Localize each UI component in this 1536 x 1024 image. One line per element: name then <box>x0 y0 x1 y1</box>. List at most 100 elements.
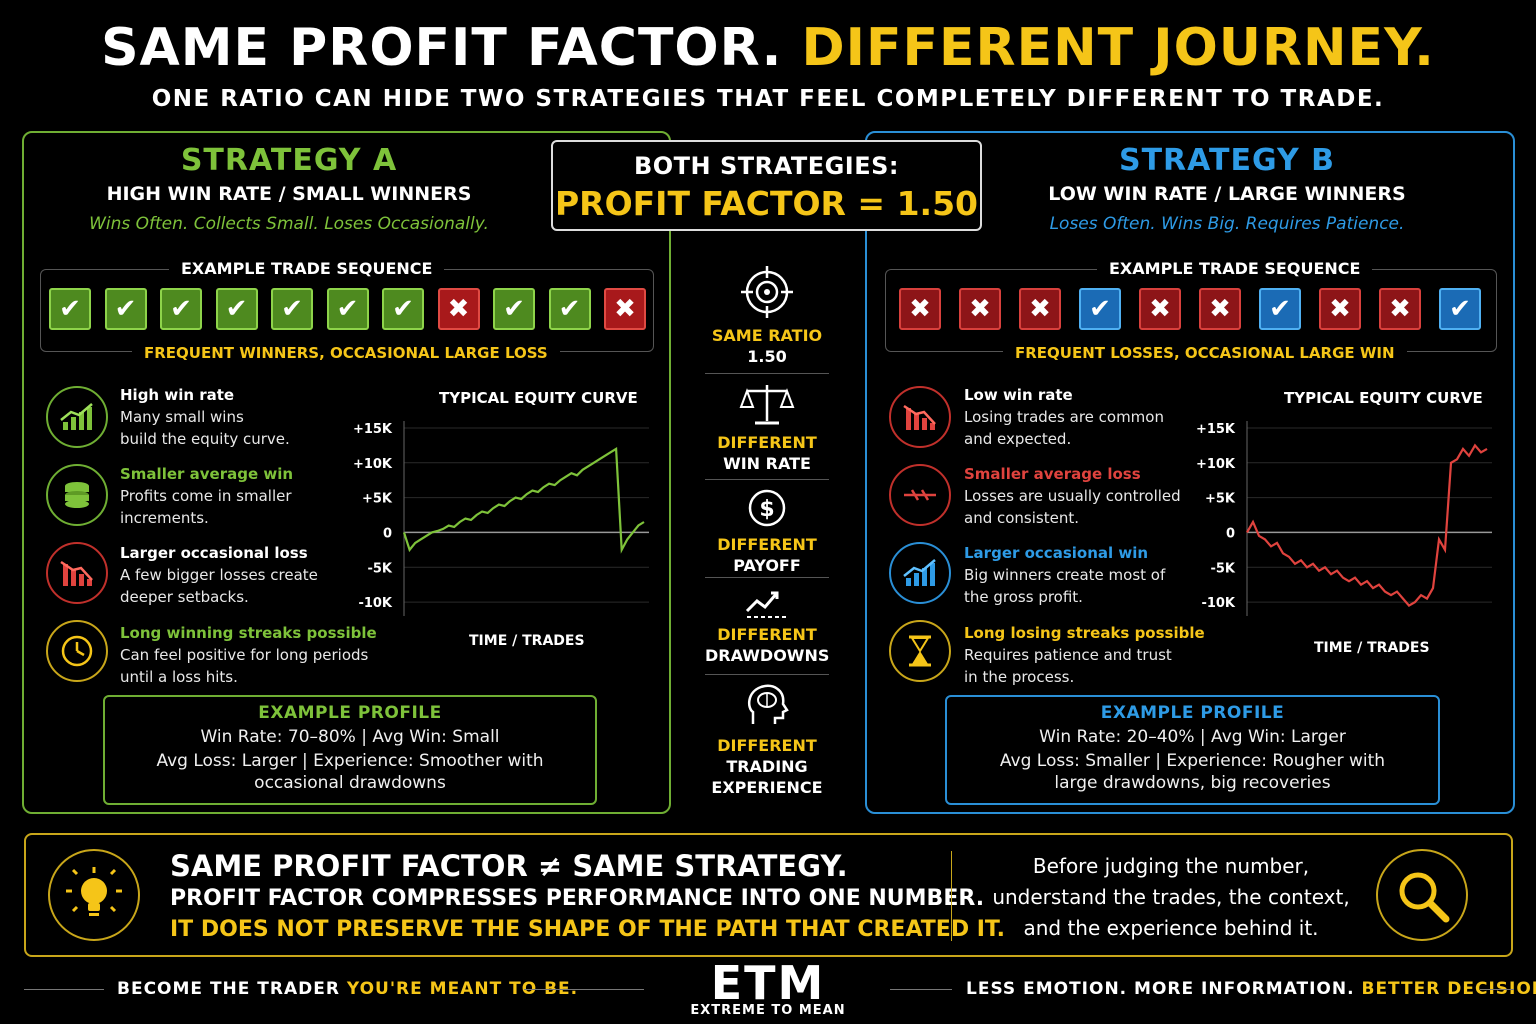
center-label-1: DIFFERENT <box>717 625 817 644</box>
feature-line: and expected. <box>964 430 1072 448</box>
loss-x-icon: ✖ <box>604 288 646 330</box>
footer-right-white: LESS EMOTION. MORE INFORMATION. <box>966 979 1362 999</box>
center-label-1: DIFFERENT <box>717 535 817 554</box>
y-tick-label: +15K <box>1196 422 1236 437</box>
win-check-icon: ✔ <box>1439 288 1481 330</box>
conclusion-advice: Before judging the number, understand th… <box>976 851 1366 944</box>
profile-line-1: Win Rate: 70–80% | Avg Win: Small <box>200 727 500 747</box>
center-item-win-rate: DIFFERENT WIN RATE <box>705 381 829 473</box>
feature-line: Losing trades are common <box>964 408 1164 426</box>
feature-a-1-head: High win rate <box>120 386 235 404</box>
profile-title: EXAMPLE PROFILE <box>258 703 442 723</box>
feature-b-3-head: Larger occasional win <box>964 544 1149 562</box>
center-item-experience: DIFFERENT TRADING EXPERIENCE <box>705 682 829 797</box>
chart-b-xlabel: TIME / TRADES <box>1314 640 1430 656</box>
strategy-a-tagline: Wins Often. Collects Small. Loses Occasi… <box>89 214 489 234</box>
center-item-payoff: $ DIFFERENT PAYOFF <box>705 487 829 575</box>
strategy-b-subtitle: LOW WIN RATE / LARGE WINNERS <box>1048 183 1406 205</box>
center-label-2: DRAWDOWNS <box>705 646 830 665</box>
conclusion-line-2: PROFIT FACTOR COMPRESSES PERFORMANCE INT… <box>170 886 985 911</box>
page-title: SAME PROFIT FACTOR. DIFFERENT JOURNEY. <box>0 18 1536 78</box>
title-part-white: SAME PROFIT FACTOR. <box>101 18 783 78</box>
feature-b-2-head: Smaller average loss <box>964 465 1141 483</box>
drawdown-chart-icon <box>745 591 787 618</box>
feature-line: the gross profit. <box>964 588 1083 606</box>
advice-line: and the experience behind it. <box>1023 916 1319 940</box>
y-tick-label: +5K <box>362 492 393 507</box>
footer-right-yellow: BETTER DECISIONS. <box>1361 979 1536 999</box>
lightbulb-icon <box>48 849 140 941</box>
headline-right: SAME STRATEGY. <box>572 849 848 883</box>
strategy-a-panel: STRATEGY A HIGH WIN RATE / SMALL WINNERS… <box>22 131 671 814</box>
y-tick-label: -5K <box>367 561 392 576</box>
footer-slogan-right: LESS EMOTION. MORE INFORMATION. BETTER D… <box>966 979 1536 999</box>
brain-head-icon <box>747 684 789 724</box>
equity-chart-b: +15K +10K +5K 0 -5K -10K <box>1196 421 1492 616</box>
etm-logo: ETM <box>710 956 826 1010</box>
feature-line: increments. <box>120 509 209 527</box>
chart-b-title: TYPICAL EQUITY CURVE <box>1284 389 1483 407</box>
loss-x-icon: ✖ <box>1379 288 1421 330</box>
y-tick-label: 0 <box>1226 526 1235 541</box>
feature-line: Big winners create most of <box>964 566 1166 584</box>
center-label-2: PAYOFF <box>733 556 801 575</box>
not-equal-sign: ≠ <box>537 849 563 883</box>
divider <box>890 989 952 990</box>
strategy-a-profile: EXAMPLE PROFILE Win Rate: 70–80% | Avg W… <box>103 695 597 805</box>
y-tick-label: -10K <box>358 596 392 611</box>
center-item-same-ratio: SAME RATIO 1.50 <box>705 262 829 366</box>
strategy-b-title: STRATEGY B <box>1118 143 1335 178</box>
profile-line-1: Win Rate: 20–40% | Avg Win: Larger <box>1039 727 1346 747</box>
profile-title: EXAMPLE PROFILE <box>1100 703 1285 723</box>
profile-line-2: Avg Loss: Smaller | Experience: Rougher … <box>999 751 1386 771</box>
both-strategies-label: BOTH STRATEGIES: <box>633 152 900 180</box>
divider <box>705 674 829 675</box>
strategy-a-title: STRATEGY A <box>180 143 398 178</box>
clock-icon <box>46 620 108 682</box>
feature-line: build the equity curve. <box>120 430 290 448</box>
title-part-yellow: DIFFERENT JOURNEY. <box>801 18 1435 78</box>
feature-b-4-body: Requires patience and trust in the proces… <box>964 644 1172 688</box>
feature-line: Many small wins <box>120 408 244 426</box>
center-item-drawdowns: DIFFERENT DRAWDOWNS <box>705 585 829 665</box>
equity-chart-a: +15K +10K +5K 0 -5K -10K <box>353 421 649 616</box>
divider <box>1480 989 1514 990</box>
sequence-caption: FREQUENT WINNERS, OCCASIONAL LARGE LOSS <box>132 344 560 362</box>
center-label-2: WIN RATE <box>723 454 811 473</box>
strategy-b-profile: EXAMPLE PROFILE Win Rate: 20–40% | Avg W… <box>945 695 1440 805</box>
footer-left-white: BECOME THE TRADER <box>117 979 347 999</box>
feature-line: Can feel positive for long periods <box>120 646 369 664</box>
chart-a-title: TYPICAL EQUITY CURVE <box>439 389 638 407</box>
win-check-icon: ✔ <box>49 288 91 330</box>
y-tick-label: +10K <box>1196 457 1236 472</box>
feature-line: Requires patience and trust <box>964 646 1172 664</box>
loss-x-icon: ✖ <box>1199 288 1241 330</box>
rising-bars-icon <box>889 542 951 604</box>
y-tick-label: -10K <box>1201 596 1235 611</box>
controlled-loss-icon <box>889 464 951 526</box>
feature-line: in the process. <box>964 668 1075 686</box>
divider <box>951 851 952 941</box>
strategy-b-panel: STRATEGY B LOW WIN RATE / LARGE WINNERS … <box>865 131 1515 814</box>
sequence-label: EXAMPLE TRADE SEQUENCE <box>169 259 445 278</box>
target-icon <box>741 266 793 318</box>
feature-a-1-body: Many small wins build the equity curve. <box>120 406 290 450</box>
center-label-1: DIFFERENT <box>717 736 817 755</box>
conclusion-box: SAME PROFIT FACTOR ≠ SAME STRATEGY. PROF… <box>24 833 1513 957</box>
divider <box>705 479 829 480</box>
divider <box>24 989 104 990</box>
conclusion-headline: SAME PROFIT FACTOR ≠ SAME STRATEGY. <box>170 849 848 883</box>
feature-line: until a loss hits. <box>120 668 238 686</box>
win-check-icon: ✔ <box>326 288 369 330</box>
profit-factor-value: PROFIT FACTOR = 1.50 <box>554 184 978 223</box>
equity-series-line <box>402 447 645 554</box>
footer-left-yellow: YOU'RE MEANT TO BE. <box>346 979 579 999</box>
etm-logo-subtitle: EXTREME TO MEAN <box>690 1003 846 1018</box>
magnifier-icon <box>1376 849 1468 941</box>
feature-line: Losses are usually controlled <box>964 487 1181 505</box>
y-tick-label: +5K <box>1205 492 1236 507</box>
center-label-2: 1.50 <box>747 347 787 366</box>
center-label-3: EXPERIENCE <box>711 778 823 797</box>
page-subtitle: ONE RATIO CAN HIDE TWO STRATEGIES THAT F… <box>151 86 1385 112</box>
sequence-label: EXAMPLE TRADE SEQUENCE <box>1097 259 1373 278</box>
